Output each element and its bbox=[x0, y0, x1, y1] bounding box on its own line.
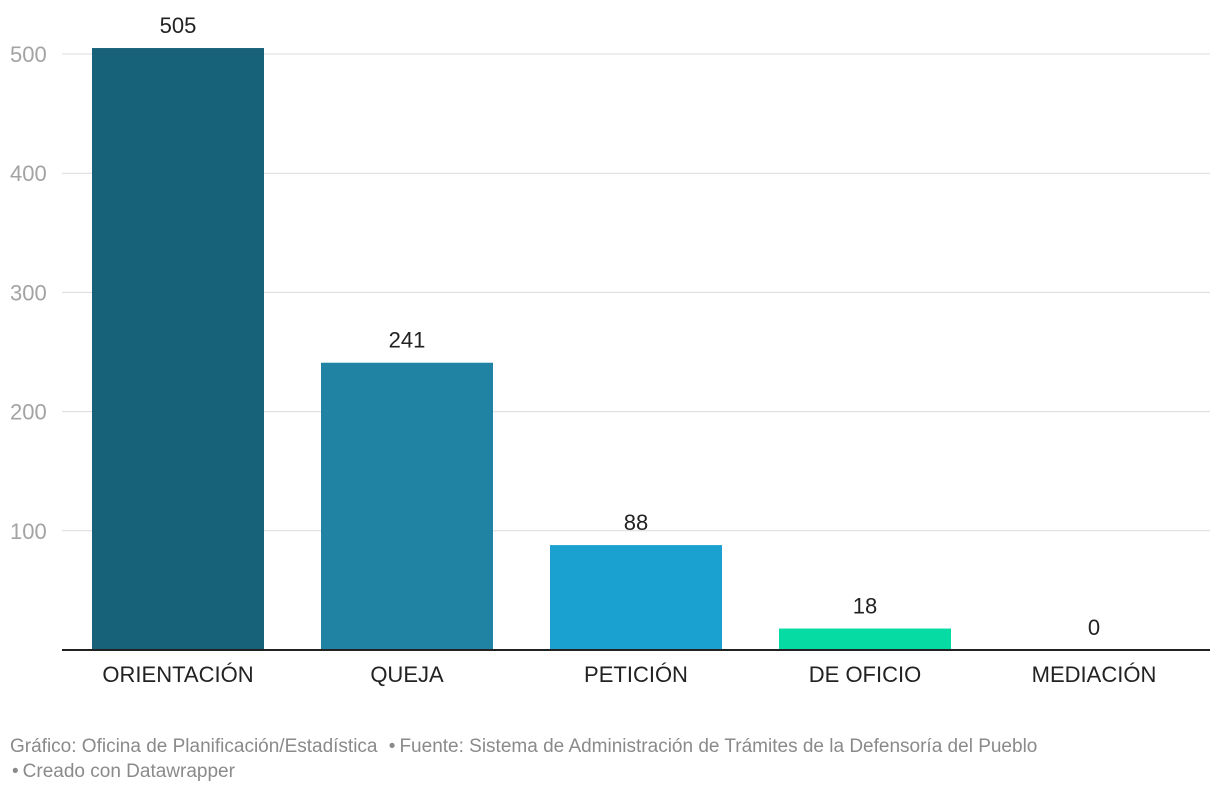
x-tick-label: DE OFICIO bbox=[809, 662, 921, 687]
bar bbox=[779, 628, 951, 650]
x-axis-ticks: ORIENTACIÓN QUEJA PETICIÓN DE OFICIO MEDIACI… bbox=[102, 662, 1156, 687]
y-tick-label: 100 bbox=[10, 519, 47, 544]
separator-dot: • bbox=[12, 761, 19, 782]
bar bbox=[321, 362, 493, 650]
value-labels: 505 241 88 18 0 bbox=[160, 13, 1100, 640]
x-tick-label: MEDIACIÓN bbox=[1032, 662, 1157, 687]
source-text: Fuente: Sistema de Administración de Trá… bbox=[399, 736, 1038, 757]
value-label: 241 bbox=[389, 328, 426, 353]
x-tick-label: ORIENTACIÓN bbox=[102, 662, 253, 687]
bar-chart: 100 200 300 400 500 505 241 88 18 0 ORIENTACIÓN Q… bbox=[10, 13, 1210, 687]
value-label: 505 bbox=[160, 13, 197, 38]
y-axis-ticks: 100 200 300 400 500 bbox=[10, 42, 47, 544]
value-label: 0 bbox=[1088, 615, 1100, 640]
y-tick-label: 300 bbox=[10, 280, 47, 305]
chart-footer: Gráfico: Oficina de Planificación/Estadí… bbox=[10, 734, 1210, 784]
bar bbox=[92, 48, 264, 651]
value-label: 88 bbox=[624, 510, 648, 535]
y-tick-label: 400 bbox=[10, 161, 47, 186]
made-with-text: Creado con Datawrapper bbox=[22, 761, 235, 782]
bars bbox=[92, 48, 951, 651]
credit-text: Gráfico: Oficina de Planificación/Estadí… bbox=[10, 736, 378, 757]
y-tick-label: 200 bbox=[10, 400, 47, 425]
separator-dot: • bbox=[388, 736, 396, 757]
x-tick-label: QUEJA bbox=[370, 662, 444, 687]
value-label: 18 bbox=[853, 594, 877, 619]
x-tick-label: PETICIÓN bbox=[584, 662, 688, 687]
y-tick-label: 500 bbox=[10, 42, 47, 67]
bar bbox=[550, 545, 722, 650]
